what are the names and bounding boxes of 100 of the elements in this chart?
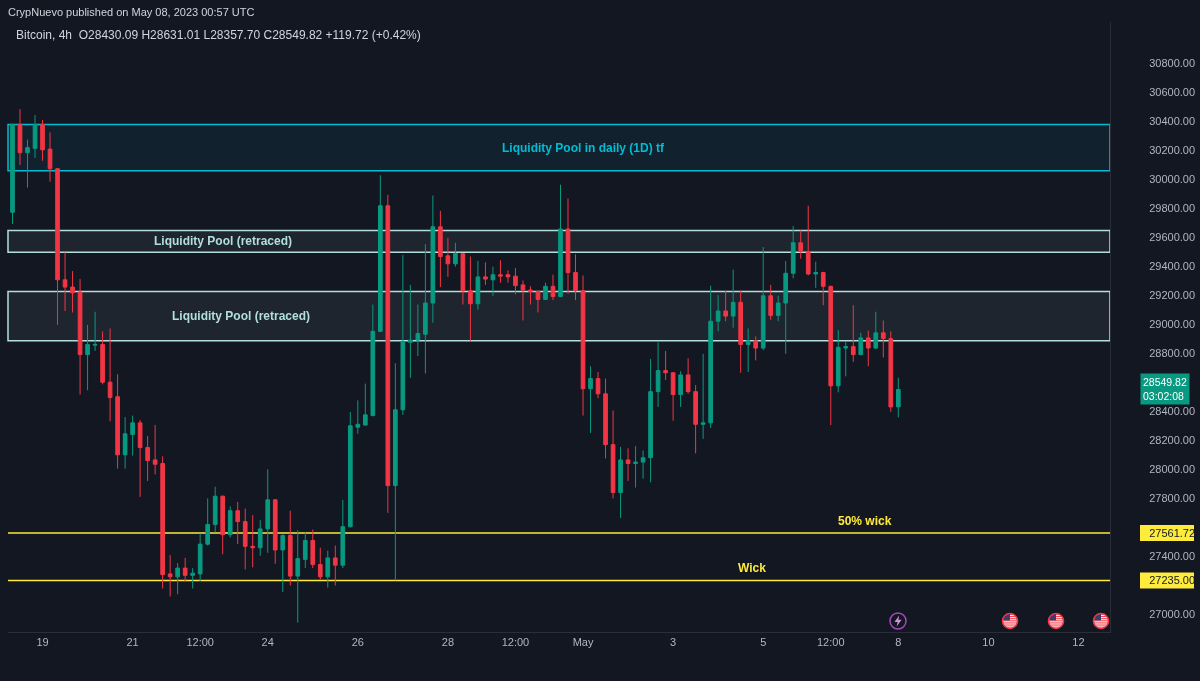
candlestick xyxy=(775,295,781,322)
candlestick xyxy=(400,254,406,416)
band-label: Liquidity Pool (retraced) xyxy=(172,309,311,323)
candlestick xyxy=(220,494,226,555)
candlestick xyxy=(272,498,278,565)
candlestick xyxy=(205,497,211,547)
candlestick xyxy=(640,449,646,480)
candlestick xyxy=(295,529,301,624)
candlestick xyxy=(70,270,75,313)
candlestick xyxy=(175,562,180,595)
candlestick xyxy=(17,108,23,166)
y-tick-label: 28800.00 xyxy=(1149,346,1196,359)
y-tick-label: 27235.00 xyxy=(1149,574,1196,587)
candlestick xyxy=(753,335,759,361)
candlestick xyxy=(558,184,563,298)
y-tick-label: 29400.00 xyxy=(1149,259,1196,272)
candlestick xyxy=(47,131,53,183)
x-tick-label: 12:00 xyxy=(501,636,530,649)
candlestick xyxy=(865,330,871,367)
candlestick xyxy=(468,256,473,342)
candlestick xyxy=(798,229,804,260)
chart-title: CrypNuevo published on May 08, 2023 00:57 UTC xyxy=(8,5,255,18)
candlestick xyxy=(355,399,361,435)
candlestick xyxy=(10,123,15,225)
candlestick xyxy=(137,419,143,498)
candlestick xyxy=(603,378,608,459)
candlestick xyxy=(107,327,113,422)
candlestick xyxy=(25,139,30,189)
candlestick xyxy=(55,167,60,326)
y-tick-label: 29000.00 xyxy=(1149,317,1196,330)
candlestick xyxy=(873,311,879,350)
x-tick-label: 12:00 xyxy=(816,636,845,649)
candlestick xyxy=(715,294,721,332)
y-tick-label: 28000.00 xyxy=(1149,463,1196,476)
candlestick xyxy=(565,197,571,295)
candlestick xyxy=(190,567,196,589)
candlestick xyxy=(678,370,683,408)
candlestick xyxy=(378,174,383,333)
y-tick-label: 30200.00 xyxy=(1149,143,1196,156)
ref-line-label: Wick xyxy=(738,561,767,575)
band-label: Liquidity Pool (retraced) xyxy=(154,234,293,248)
candlestick xyxy=(610,410,616,499)
y-tick-label: 29600.00 xyxy=(1149,230,1196,243)
x-tick-label: 12 xyxy=(1072,636,1085,649)
candlestick xyxy=(783,260,789,355)
x-tick-label: 28 xyxy=(441,636,455,649)
candlestick xyxy=(813,261,819,289)
ref-line-label: 50% wick xyxy=(838,514,892,528)
candlestick xyxy=(723,290,728,322)
candlestick xyxy=(843,341,849,377)
candlestick xyxy=(513,267,518,295)
candlestick xyxy=(745,327,751,373)
y-tick-label: 27400.00 xyxy=(1149,550,1196,563)
y-tick-label: 30400.00 xyxy=(1149,114,1196,127)
candlestick xyxy=(145,435,150,482)
candlestick xyxy=(100,330,105,385)
y-tick-label: 29200.00 xyxy=(1149,288,1196,301)
band-label: Liquidity Pool in daily (1D) tf xyxy=(502,141,665,155)
candlestick xyxy=(265,468,271,554)
x-tick-label: 12:00 xyxy=(186,636,214,649)
candlestick xyxy=(730,269,736,329)
candlestick xyxy=(62,251,68,312)
candlestick xyxy=(760,246,766,351)
candlestick xyxy=(595,371,601,399)
x-tick-label: 5 xyxy=(760,636,767,649)
candlestick xyxy=(738,290,743,374)
candlestick xyxy=(648,358,653,483)
candlestick xyxy=(212,486,218,534)
candlestick xyxy=(130,415,135,457)
candlestick xyxy=(235,501,241,545)
candlestick xyxy=(445,237,451,278)
candlestick xyxy=(483,261,488,286)
candlestick xyxy=(828,285,834,426)
candlestick xyxy=(408,284,413,379)
candlestick xyxy=(32,114,38,159)
x-tick-label: 3 xyxy=(670,636,677,649)
candlestick xyxy=(535,290,541,313)
x-tick-label: 26 xyxy=(351,636,364,649)
candlestick xyxy=(340,499,346,569)
candlestick xyxy=(805,205,811,276)
candlestick xyxy=(115,373,120,470)
candlestick xyxy=(393,362,398,581)
y-tick-label: 29800.00 xyxy=(1149,201,1196,214)
candlestick xyxy=(663,350,668,381)
candlestick xyxy=(92,311,98,352)
candlestick xyxy=(850,304,856,363)
candlestick xyxy=(423,243,428,374)
candlestick xyxy=(498,259,503,284)
candlestick xyxy=(242,508,248,571)
candlestick xyxy=(543,282,548,301)
candlestick xyxy=(167,554,173,597)
candlestick xyxy=(708,285,713,429)
candlestick xyxy=(573,253,578,301)
candlestick xyxy=(227,505,233,539)
candlestick xyxy=(122,416,128,470)
candlestick xyxy=(588,365,593,434)
x-tick-label: 24 xyxy=(261,636,274,649)
candlestick xyxy=(655,341,661,408)
candlestick xyxy=(182,557,188,582)
candlestick xyxy=(520,280,526,321)
